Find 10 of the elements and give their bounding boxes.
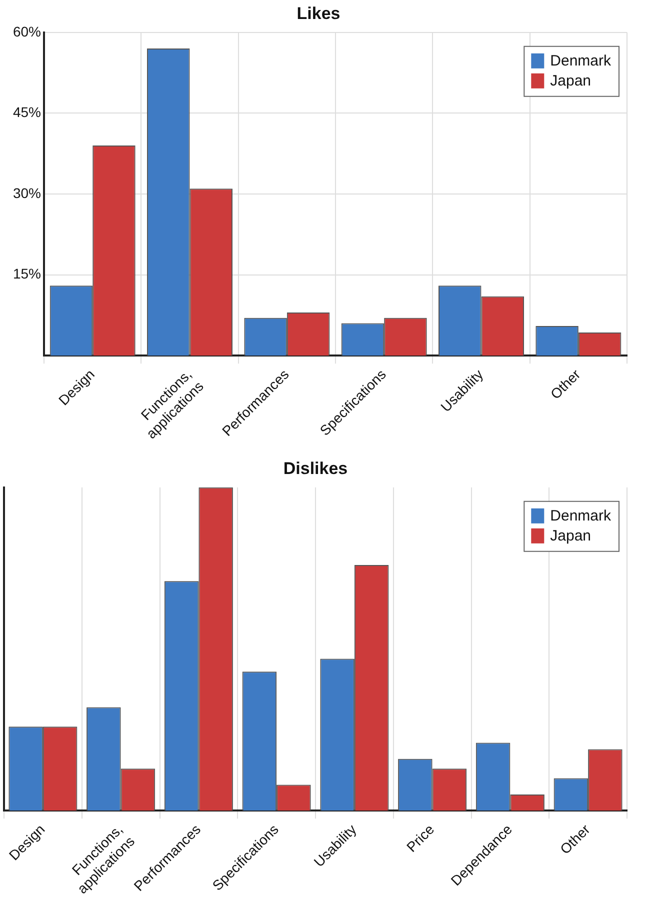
legend-label: Denmark (550, 52, 612, 70)
y-tick-label: 60% (12, 23, 42, 40)
chart-title: Likes (296, 4, 340, 23)
legend-label: Japan (550, 528, 592, 545)
y-tick-label: 45% (12, 104, 42, 120)
y-tick-label: 15% (12, 266, 42, 282)
legend-label: Denmark (550, 508, 612, 525)
legend-label: Japan (550, 72, 592, 90)
y-tick-label: 30% (12, 184, 42, 201)
chart-title: Dislikes (283, 458, 348, 478)
